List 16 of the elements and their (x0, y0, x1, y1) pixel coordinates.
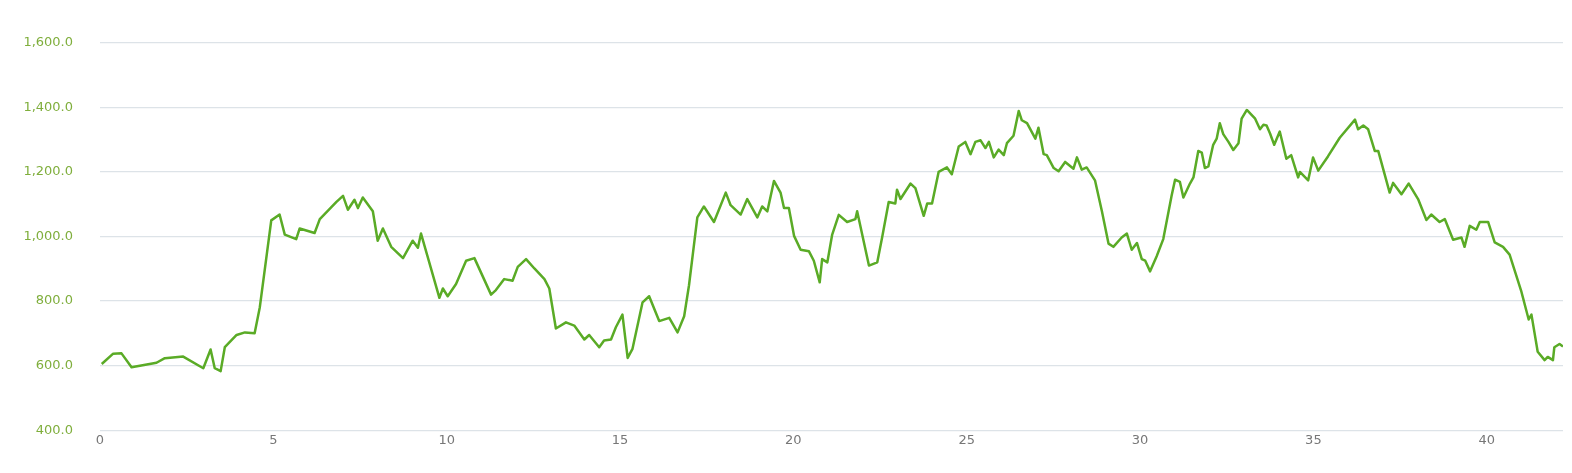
y-tick-label: 1,600.0 (23, 34, 73, 50)
y-tick-label: 1,000.0 (23, 227, 73, 243)
y-tick-label: 600.0 (35, 357, 73, 373)
x-tick-label: 5 (269, 432, 278, 448)
x-tick-label: 15 (611, 432, 629, 448)
y-tick-label: 400.0 (35, 421, 73, 437)
x-tick-label: 30 (1131, 432, 1149, 448)
x-tick-label: 0 (95, 432, 105, 448)
x-tick-label: 20 (785, 432, 802, 448)
x-tick-label: 35 (1305, 432, 1322, 448)
y-tick-label: 1,400.0 (23, 98, 73, 114)
y-tick-label: 800.0 (35, 292, 73, 308)
x-tick-label: 40 (1478, 432, 1495, 448)
x-tick-label: 25 (958, 432, 975, 448)
y-tick-label: 1,200.0 (23, 163, 73, 179)
x-tick-label: 10 (438, 432, 455, 448)
